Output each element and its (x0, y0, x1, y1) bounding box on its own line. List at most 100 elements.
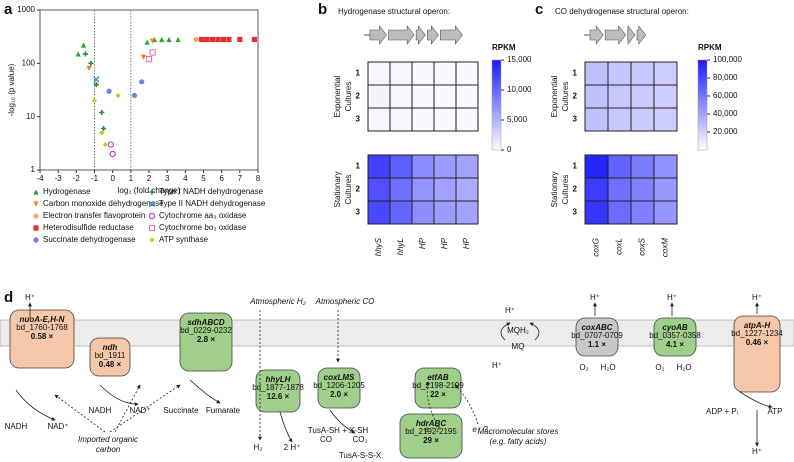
point (140, 54, 147, 60)
point (220, 36, 227, 43)
enzyme-name: atpA-H (744, 321, 770, 330)
x-axis-label: log₂ (fold change) (118, 186, 181, 195)
enzyme (653, 317, 697, 357)
point (86, 65, 92, 72)
column-label: coxL (615, 238, 624, 255)
point (159, 36, 165, 43)
legend-marker (148, 224, 156, 232)
legend-label: Type II NADH dehydrogenase (159, 199, 266, 208)
fold-change: 2.0 × (330, 390, 348, 399)
fold-change: 29 × (423, 436, 439, 445)
x-tick-label: 3 (165, 174, 170, 183)
heat-cell (411, 61, 435, 86)
enzyme-locus: bd_0707-0709 (571, 331, 623, 340)
diagram-label: Imported organic (78, 435, 138, 444)
enzyme-locus: bd_0229-0232 (180, 326, 232, 335)
legend-marker (33, 201, 39, 207)
y-tick-label: 1 (31, 165, 36, 174)
gene-arrow (440, 25, 463, 45)
heat-cell (630, 84, 655, 109)
row-label: 3 (356, 208, 361, 217)
enzyme (9, 309, 75, 369)
diagram-label: H₂O (676, 363, 691, 372)
legend-marker (148, 212, 156, 220)
diagram-label: MQH₂ (507, 326, 529, 335)
point (75, 51, 81, 57)
diagram-label: CO (320, 435, 332, 444)
legend-marker (33, 237, 39, 243)
diagram-label: H₂O (600, 363, 615, 372)
arrow (189, 379, 221, 404)
column-label: coxS (638, 237, 647, 255)
fold-change: 0.46 × (746, 338, 769, 347)
row-label: 2 (356, 185, 361, 194)
diagram-label: carbon (96, 445, 121, 454)
heat-cell (433, 177, 457, 202)
panel-label: d (4, 289, 13, 306)
enzyme-locus: bd_2192-2195 (405, 427, 457, 436)
legend-label: ATP synthase (159, 235, 209, 244)
point (144, 39, 150, 45)
column-label: HP (462, 237, 471, 249)
diagram-label: Macromolecular stores (478, 427, 559, 436)
point (102, 141, 108, 148)
point (139, 79, 145, 85)
gene-arrow (636, 25, 647, 45)
colorbar-tick-label: 20,000 (713, 127, 738, 136)
arrow (425, 381, 436, 421)
group-label: Exponential (333, 75, 342, 117)
point (166, 36, 172, 43)
diagram-label: H⁺ (752, 447, 762, 456)
diagram-label: H⁺ (752, 293, 762, 302)
row-label: 2 (573, 92, 578, 101)
legend-marker (149, 189, 155, 195)
point (251, 36, 257, 43)
enzyme-locus: bd_1206-1205 (313, 381, 365, 390)
diagram-label: Fumarate (206, 406, 241, 415)
heat-cell (653, 177, 678, 202)
x-tick-label: -2 (73, 174, 81, 183)
group-label: Cultures (344, 175, 353, 205)
heat-cell (630, 154, 655, 179)
heat-cell (607, 177, 632, 202)
diagram-label: e⁻ ? (472, 425, 488, 434)
arrow (114, 384, 141, 433)
gene-arrow (388, 25, 415, 45)
x-tick-label: 1 (129, 174, 134, 183)
heat-cell (433, 200, 457, 225)
heat-cell (653, 84, 678, 109)
heat-cell (433, 154, 457, 179)
point (88, 60, 94, 66)
colorbar-title: RPKM (492, 43, 516, 52)
column-label: hhyS (374, 237, 383, 256)
colorbar-tick-label: 100,000 (713, 55, 742, 64)
diagram-label: H⁺ (505, 306, 515, 315)
heat-cell (584, 177, 609, 202)
x-tick-label: -3 (55, 174, 63, 183)
enzyme-locus: bd_0357-0358 (649, 331, 701, 340)
diagram-label: ATP (768, 407, 783, 416)
enzyme-name: sdhABCD (187, 318, 225, 327)
diagram-label: NAD⁺ (129, 406, 150, 415)
diagram-label: H⁺ (492, 361, 502, 370)
point (115, 92, 121, 99)
enzyme-name: coxABC (581, 323, 612, 332)
arrow (99, 384, 139, 407)
heat-cell (455, 107, 479, 132)
row-label: 3 (573, 208, 578, 217)
heat-cell (367, 84, 391, 109)
point (106, 88, 112, 94)
arrow (529, 322, 540, 341)
heat-cell (653, 154, 678, 179)
diagram-label: e⁻ ? (424, 425, 440, 434)
heat-cell (367, 107, 391, 132)
colorbar-title: RPKM (698, 43, 722, 52)
heatmap-title: CO dehydrogenase structural operon: (555, 7, 689, 16)
gene-arrow (427, 25, 439, 45)
enzyme (179, 312, 233, 372)
point (215, 36, 221, 43)
enzyme-name: nuoA-E,H-N (20, 315, 65, 324)
fold-change: 4.1 × (666, 340, 684, 349)
heat-cell (389, 154, 413, 179)
